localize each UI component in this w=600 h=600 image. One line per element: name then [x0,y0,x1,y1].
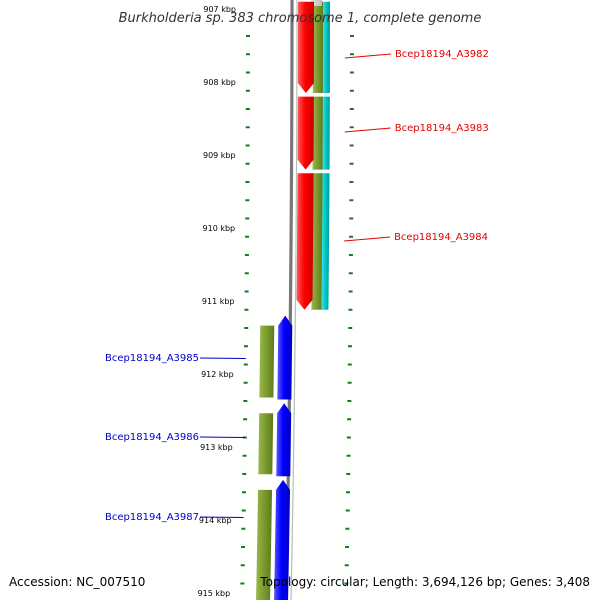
reverse-gene-arrow [274,479,291,600]
gene-leader-line [344,236,391,242]
gene-features [274,1,314,600]
tick-label: 909 kbp [203,151,236,160]
ruler-ticks: 907 kbp 908 kbp 909 kbp 910 kbp 911 kbp 912 k… [198,5,354,598]
tick-label: 911 kbp [202,297,235,306]
genome-summary-text: Topology: circular; Length: 3,694,126 bp… [259,575,590,589]
gene-leader-line [344,127,391,133]
tick-label: 912 kbp [201,370,234,379]
cyan-feature-track [321,1,330,93]
gene-labels: Bcep18194_A3982 Bcep18194_A3983 Bcep18194_… [105,49,489,523]
gene-label-forward: Bcep18194_A3982 [395,49,489,60]
backbone-inner-line [290,0,298,600]
forward-gene-arrow [296,173,314,310]
accession-text: Accession: NC_007510 [9,575,145,589]
feature-tracks [256,0,330,600]
forward-gene-arrow [297,1,314,93]
reverse-gene-arrow [277,315,293,400]
tick-label: 915 kbp [198,589,231,598]
cyan-feature-track [320,173,330,310]
map-title: Burkholderia sp. 383 chromosome 1, compl… [119,11,482,26]
gene-leader-line [199,357,246,359]
tick-label: 914 kbp [199,516,232,525]
tick-label: 907 kbp [203,5,236,14]
tick-label: 913 kbp [200,443,233,452]
olive-feature-track [259,325,275,398]
forward-gene-arrow [297,96,314,170]
gene-label-forward: Bcep18194_A3984 [394,232,488,243]
gene-leader-line [199,516,244,518]
olive-feature-track [256,489,273,600]
gene-leader-line [199,436,245,438]
olive-feature-track [311,173,323,310]
gene-leader-line [344,53,391,59]
gene-label-reverse: Bcep18194_A3985 [105,353,199,364]
tick-label: 908 kbp [203,78,236,87]
olive-feature-track [312,96,323,170]
gene-label-forward: Bcep18194_A3983 [395,123,489,134]
olive-feature-track [258,413,274,475]
gene-label-reverse: Bcep18194_A3986 [105,432,199,443]
tick-label: 910 kbp [203,224,236,233]
reverse-gene-arrow [276,403,292,477]
olive-feature-track [312,1,323,93]
cyan-feature-track [321,96,330,170]
gene-label-reverse: Bcep18194_A3987 [105,512,199,523]
